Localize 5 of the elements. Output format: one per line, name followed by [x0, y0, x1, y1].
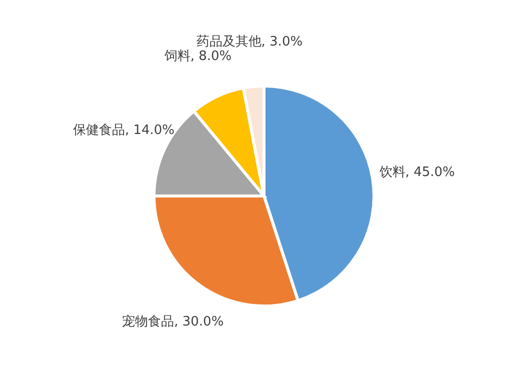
slice-label: 药品及其他, 3.0%: [196, 34, 303, 50]
slice-label: 饮料, 45.0%: [378, 164, 455, 180]
slice-label: 保健食品, 14.0%: [72, 123, 175, 138]
slice-label: 饲料, 8.0%: [163, 48, 232, 64]
slice-label: 宠物食品, 30.0%: [122, 314, 224, 330]
